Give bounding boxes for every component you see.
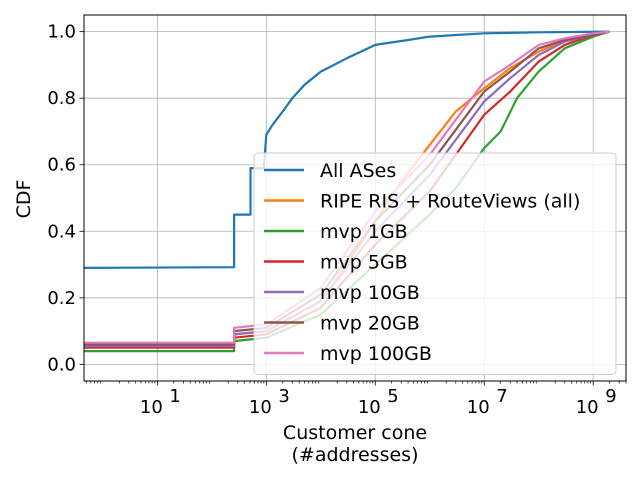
legend-box — [253, 152, 617, 375]
legend-entry-label: mvp 20GB — [320, 313, 420, 335]
x-tick-label-exponent: 5 — [387, 386, 398, 407]
x-tick-label-exponent: 3 — [278, 386, 289, 407]
legend: All ASes RIPE RIS + RouteViews (all) mvp 1… — [253, 152, 617, 375]
x-tick-label: 10 — [249, 397, 272, 418]
plot-frame — [83, 14, 627, 382]
y-tick-label: 0.2 — [47, 288, 76, 309]
y-tick-label: 0.0 — [47, 354, 76, 375]
x-tick-label: 10 — [467, 397, 490, 418]
legend-entry-label: mvp 5GB — [320, 252, 408, 274]
legend-entry-label: mvp 1GB — [320, 221, 408, 243]
y-axis-ticks: 0.0 0.2 0.4 0.6 0.8 1.0 — [47, 22, 84, 375]
y-tick-label: 0.8 — [47, 88, 76, 109]
legend-entry-label: mvp 10GB — [320, 282, 420, 304]
x-tick-label: 10 — [576, 397, 599, 418]
y-axis-label: CDF — [13, 180, 35, 219]
y-tick-label: 0.4 — [47, 221, 76, 242]
x-axis-label-line1: Customer cone — [283, 422, 427, 444]
x-tick-label: 10 — [358, 397, 381, 418]
legend-entry-label: mvp 100GB — [320, 343, 432, 365]
y-tick-label: 0.6 — [47, 155, 76, 176]
x-tick-label-exponent: 9 — [605, 386, 616, 407]
legend-entry-label: All ASes — [320, 160, 396, 182]
y-tick-label: 1.0 — [47, 22, 76, 43]
x-axis-ticks: 10 1 10 3 10 5 10 7 10 9 — [86, 381, 627, 418]
x-tick-label-exponent: 7 — [496, 386, 507, 407]
series-line-all-ases — [83, 30, 610, 269]
x-axis-label-line2: (#addresses) — [292, 444, 419, 466]
legend-entry-label: RIPE RIS + RouteViews (all) — [320, 191, 580, 213]
x-tick-label: 10 — [140, 397, 163, 418]
x-tick-label-exponent: 1 — [169, 386, 180, 407]
